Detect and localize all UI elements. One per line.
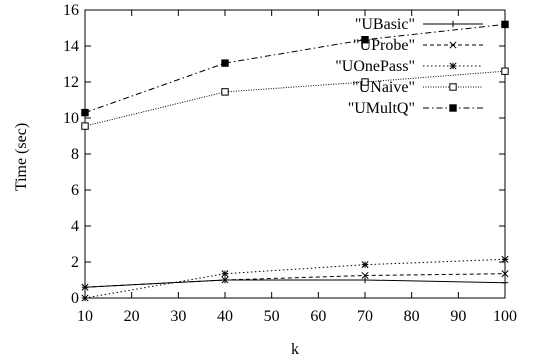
legend-entry: "UProbe" [353,37,483,54]
legend-marker-part [449,62,457,70]
data-point [221,276,229,284]
x-tick-label: 30 [170,308,186,325]
data-point [81,283,89,291]
series-0 [81,276,509,291]
data-point [501,67,509,75]
series-line [84,70,506,127]
y-tick-label: 16 [63,2,79,19]
series-layer [81,20,509,302]
x-tick-label: 60 [310,308,326,325]
data-point-part [81,108,89,117]
legend-entry: "UBasic" [355,16,483,33]
data-point [361,261,369,269]
data-point [501,279,509,286]
data-point-part [501,270,509,278]
x-axis-label: k [291,341,299,358]
data-point [501,20,509,29]
legend-entry: "UMultQ" [348,100,483,117]
data-point [221,270,229,278]
legend-marker [449,104,457,112]
series-line [84,273,506,288]
data-point [81,122,89,130]
data-point [221,88,229,96]
y-tick-label: 10 [63,110,79,127]
y-axis-label: Time (sec) [13,123,30,191]
series-1 [81,270,509,291]
data-point [81,108,89,117]
data-point [221,59,229,67]
data-point-part [81,294,89,302]
series-line [84,258,506,299]
data-point-part [361,78,369,86]
y-tick-label: 2 [71,254,79,271]
legend-entry: "UNaive" [352,79,483,96]
legend-label: "UOnePass" [335,58,415,75]
x-tick-label: 100 [493,308,517,325]
x-axis-ticks: 10 20 30 40 50 60 70 80 90 100 [77,10,517,325]
data-point-part [361,271,369,280]
data-point [361,276,369,284]
series-3 [81,67,509,130]
data-point-part [81,283,89,291]
y-tick-label: 12 [63,74,79,91]
data-point-part [361,261,369,269]
legend-marker [449,41,457,49]
y-axis-ticks: 0 2 4 6 8 10 12 14 16 [63,2,505,307]
data-point-part [81,122,89,130]
x-tick-label: 80 [404,308,420,325]
data-point-part [221,276,229,284]
x-tick-label: 70 [357,308,373,325]
legend-marker [449,83,457,91]
data-point [81,294,89,302]
x-tick-label: 20 [124,308,140,325]
y-tick-label: 14 [63,38,79,55]
data-point [501,255,509,263]
legend-marker-part [449,41,457,49]
plot-frame [84,9,506,299]
y-tick-label: 8 [71,146,79,163]
legend-marker-part [449,104,457,112]
data-point [361,271,369,280]
x-tick-label: 40 [217,308,233,325]
data-point-part [221,88,229,96]
data-point-part [501,67,509,75]
x-tick-label: 50 [264,308,280,325]
data-point-part [221,270,229,278]
x-tick-label: 10 [77,308,93,325]
data-point [361,36,369,44]
data-point-part [501,255,509,263]
y-tick-label: 4 [71,218,79,235]
legend-label: "UProbe" [353,37,415,54]
legend-marker [449,62,457,70]
legend-label: "UMultQ" [348,100,415,117]
legend-label: "UBasic" [355,16,415,33]
data-point [501,270,509,278]
series-line [84,23,506,114]
legend: "UBasic" "UProbe" "UOnePass" "UNaive" "UMult… [335,16,483,117]
y-tick-label: 6 [71,182,79,199]
series-4 [81,20,509,117]
legend-marker [449,20,457,28]
legend-entry: "UOnePass" [335,58,483,75]
data-point-part [501,20,509,29]
series-2 [81,255,509,302]
legend-marker-part [449,83,457,91]
legend-label: "UNaive" [352,79,415,96]
y-tick-label: 0 [71,290,79,307]
data-point-part [361,36,369,44]
x-tick-label: 90 [450,308,466,325]
data-point-part [221,59,229,67]
data-point [361,78,369,86]
plot-frame-layer [84,9,506,299]
